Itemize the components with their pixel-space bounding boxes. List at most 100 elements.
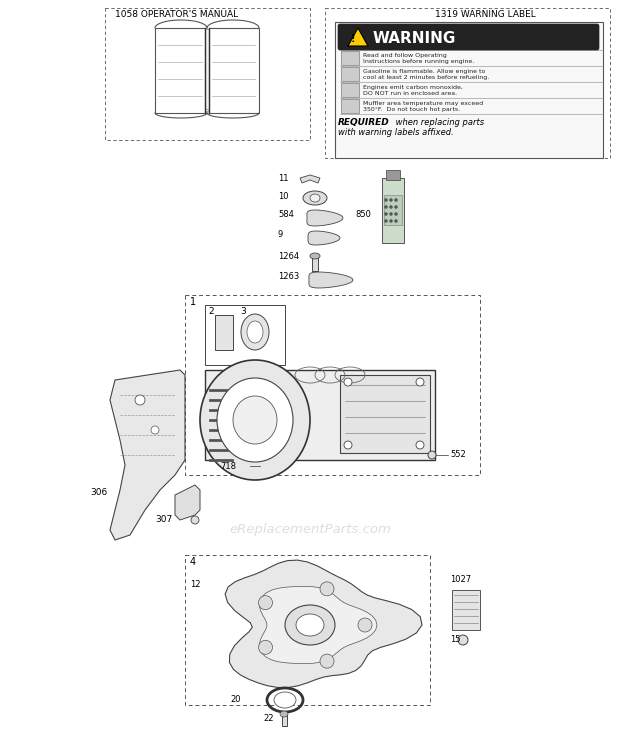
Bar — [156, 29, 251, 109]
Polygon shape — [300, 175, 320, 183]
Ellipse shape — [384, 199, 388, 202]
Text: 850: 850 — [355, 210, 371, 219]
Text: Gasoline is flammable. Allow engine to: Gasoline is flammable. Allow engine to — [363, 69, 485, 74]
Bar — [160, 33, 255, 113]
Bar — [341, 83, 359, 97]
Text: when replacing parts: when replacing parts — [393, 118, 484, 127]
Ellipse shape — [274, 692, 296, 708]
Text: 307: 307 — [155, 515, 172, 524]
Ellipse shape — [358, 618, 372, 632]
Ellipse shape — [428, 451, 436, 459]
Ellipse shape — [458, 635, 468, 645]
Text: Instructions before running engine.: Instructions before running engine. — [363, 59, 474, 64]
Ellipse shape — [389, 205, 392, 208]
Ellipse shape — [389, 219, 392, 222]
Text: Engines emit carbon monoxide,: Engines emit carbon monoxide, — [363, 85, 463, 90]
Bar — [215, 315, 233, 350]
Ellipse shape — [303, 191, 327, 205]
Bar — [158, 31, 253, 111]
Text: 12: 12 — [190, 580, 200, 589]
Polygon shape — [110, 370, 185, 540]
Ellipse shape — [320, 582, 334, 596]
Text: REQUIRED: REQUIRED — [338, 118, 390, 127]
Ellipse shape — [217, 378, 293, 462]
Ellipse shape — [296, 614, 324, 636]
Polygon shape — [308, 231, 340, 245]
Text: 9: 9 — [278, 230, 283, 239]
Ellipse shape — [384, 219, 388, 222]
Ellipse shape — [200, 360, 310, 480]
Text: 1264: 1264 — [278, 252, 299, 261]
Bar — [382, 178, 404, 243]
Polygon shape — [348, 28, 368, 46]
Text: 1058 OPERATOR'S MANUAL: 1058 OPERATOR'S MANUAL — [115, 10, 238, 19]
Ellipse shape — [135, 395, 145, 405]
Bar — [282, 714, 287, 726]
Text: 1: 1 — [190, 297, 196, 307]
Ellipse shape — [320, 654, 334, 668]
Ellipse shape — [280, 711, 288, 717]
Text: 1027: 1027 — [450, 575, 471, 584]
Ellipse shape — [389, 213, 392, 216]
Bar — [452, 590, 480, 630]
Text: with warning labels affixed.: with warning labels affixed. — [338, 128, 454, 137]
Ellipse shape — [191, 516, 199, 524]
Text: 3: 3 — [240, 307, 246, 316]
Bar — [155, 28, 205, 113]
Text: 10: 10 — [278, 192, 288, 201]
Ellipse shape — [384, 213, 388, 216]
Bar — [312, 256, 318, 271]
Text: WARNING: WARNING — [373, 31, 456, 46]
Bar — [185, 555, 430, 705]
Ellipse shape — [247, 321, 263, 343]
Polygon shape — [175, 485, 200, 520]
Bar — [341, 67, 359, 81]
Text: cool at least 2 minutes before refueling.: cool at least 2 minutes before refueling… — [363, 75, 489, 80]
Text: 1319 WARNING LABEL: 1319 WARNING LABEL — [435, 10, 536, 19]
Ellipse shape — [344, 441, 352, 449]
Ellipse shape — [151, 426, 159, 434]
Ellipse shape — [241, 314, 269, 350]
Bar — [386, 170, 400, 180]
Text: 2: 2 — [208, 307, 214, 316]
Text: 306: 306 — [90, 488, 107, 497]
Ellipse shape — [389, 199, 392, 202]
Text: Read and follow Operating: Read and follow Operating — [363, 53, 447, 58]
Text: 4: 4 — [190, 557, 196, 567]
FancyBboxPatch shape — [338, 24, 599, 50]
Text: 350°F.  Do not touch hot parts.: 350°F. Do not touch hot parts. — [363, 107, 460, 112]
Bar — [384, 195, 402, 225]
Polygon shape — [260, 586, 377, 664]
Bar — [340, 375, 430, 453]
Text: 584: 584 — [278, 210, 294, 219]
Ellipse shape — [416, 378, 424, 386]
Text: 22: 22 — [263, 714, 273, 723]
Polygon shape — [309, 272, 353, 288]
Bar — [341, 99, 359, 113]
Text: 552: 552 — [450, 450, 466, 459]
Bar — [205, 370, 435, 460]
Bar — [341, 51, 359, 65]
Text: eReplacementParts.com: eReplacementParts.com — [229, 524, 391, 536]
Text: 11: 11 — [278, 174, 288, 183]
Text: 20: 20 — [230, 695, 241, 704]
Ellipse shape — [344, 378, 352, 386]
Bar — [209, 28, 259, 113]
Ellipse shape — [259, 641, 273, 654]
Ellipse shape — [394, 205, 397, 208]
Ellipse shape — [310, 253, 320, 259]
Text: Muffler area temperature may exceed: Muffler area temperature may exceed — [363, 101, 483, 106]
Ellipse shape — [416, 441, 424, 449]
Bar — [335, 22, 603, 158]
Ellipse shape — [285, 605, 335, 645]
Ellipse shape — [394, 219, 397, 222]
Ellipse shape — [259, 596, 273, 609]
Ellipse shape — [394, 199, 397, 202]
Bar — [325, 8, 610, 158]
Text: 1263: 1263 — [278, 272, 299, 281]
Text: !: ! — [351, 34, 355, 44]
Text: 718: 718 — [220, 462, 236, 471]
Text: 15: 15 — [450, 635, 461, 644]
Bar — [185, 295, 480, 475]
Ellipse shape — [233, 396, 277, 444]
